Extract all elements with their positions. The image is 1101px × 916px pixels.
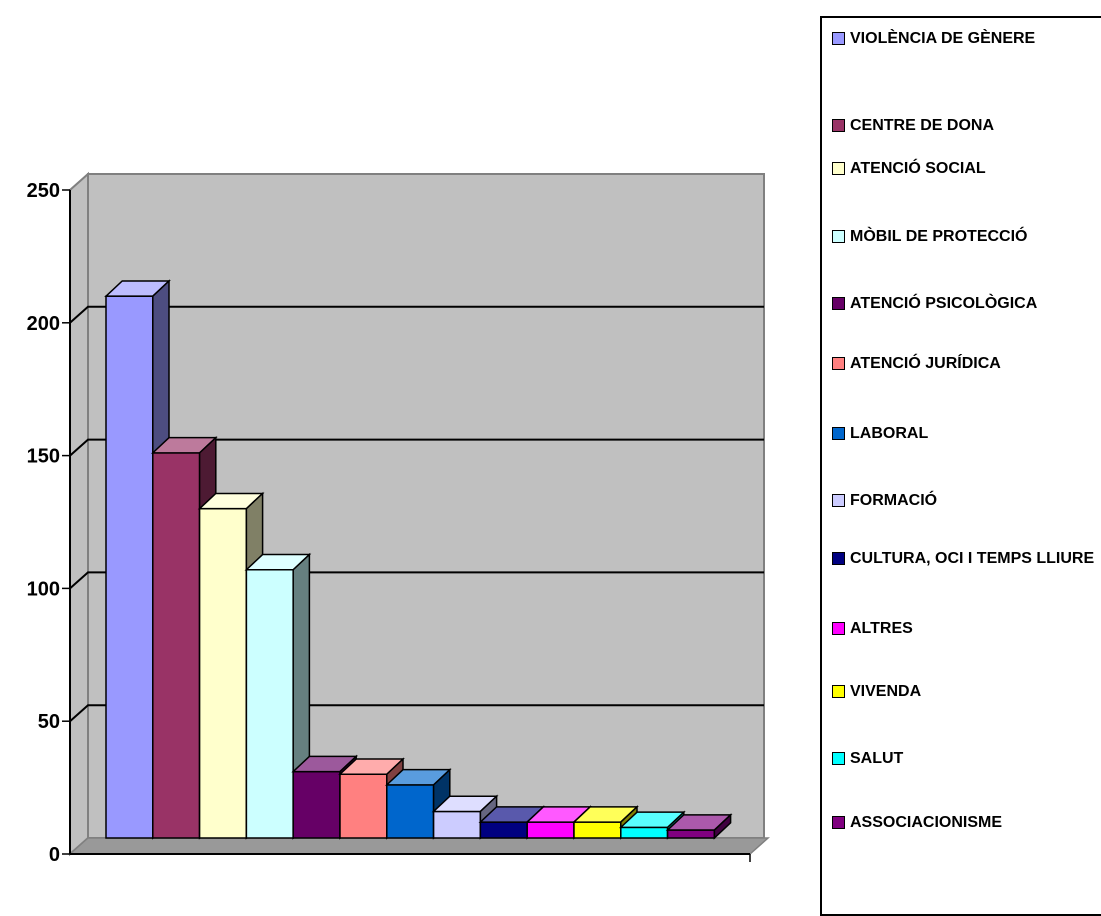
legend-label: ATENCIÓ SOCIAL xyxy=(850,160,986,177)
legend-item: SALUT xyxy=(832,749,1100,769)
legend-item: VIVENDA xyxy=(832,682,1100,702)
legend-item: ATENCIÓ PSICOLÒGICA xyxy=(832,294,1100,314)
legend-swatch xyxy=(832,494,845,507)
bar-front xyxy=(573,821,622,839)
legend-swatch xyxy=(832,357,845,370)
gridline xyxy=(69,305,764,324)
gridline xyxy=(69,704,764,722)
y-tick-label: 50 xyxy=(38,711,60,733)
y-tick-label: 150 xyxy=(27,446,60,468)
plot-area-floor xyxy=(68,837,770,855)
y-tick-label: 250 xyxy=(27,180,60,202)
legend-item: ATENCIÓ SOCIAL xyxy=(832,159,1100,179)
chart-legend: VIOLÈNCIA DE GÈNERE CENTRE DE DONA ATENCIÓ… xyxy=(820,16,1101,916)
gridline xyxy=(69,438,764,457)
legend-item: MÒBIL DE PROTECCIÓ xyxy=(832,227,1100,247)
legend-swatch xyxy=(832,816,845,829)
legend-swatch xyxy=(832,427,845,440)
legend-swatch xyxy=(832,32,845,45)
legend-swatch xyxy=(832,162,845,175)
plot-area-side-wall xyxy=(69,171,89,857)
legend-swatch xyxy=(832,119,845,132)
legend-item: LABORAL xyxy=(832,424,1100,444)
bar-front xyxy=(526,821,575,839)
bar-associacionisme xyxy=(665,813,733,840)
legend-swatch xyxy=(832,685,845,698)
legend-label: CENTRE DE DONA xyxy=(850,117,995,134)
legend-item: VIOLÈNCIA DE GÈNERE xyxy=(832,29,1100,49)
legend-swatch xyxy=(832,622,845,635)
bar-front xyxy=(292,770,341,839)
legend-item: ASSOCIACIONISME xyxy=(832,813,1100,833)
bar-front xyxy=(105,295,154,839)
legend-item: FORMACIÓ xyxy=(832,491,1100,511)
bar-side xyxy=(713,813,732,840)
legend-swatch xyxy=(832,297,845,310)
legend-label: ATENCIÓ PSICOLÒGICA xyxy=(850,295,1038,312)
legend-label: VIOLÈNCIA DE GÈNERE xyxy=(850,30,1036,47)
bar-front xyxy=(479,821,528,839)
legend-item: CENTRE DE DONA xyxy=(832,116,1100,136)
bar-front xyxy=(620,826,669,839)
legend-swatch xyxy=(832,552,845,565)
legend-swatch xyxy=(832,752,845,765)
legend-label: MÒBIL DE PROTECCIÓ xyxy=(850,228,1028,245)
bar-m-bil-de-protecci- xyxy=(244,552,312,840)
bar-front xyxy=(666,829,716,839)
legend-label: SALUT xyxy=(850,750,904,767)
legend-label: LABORAL xyxy=(850,425,929,442)
legend-label: ASSOCIACIONISME xyxy=(850,814,1003,831)
y-tick-label: 200 xyxy=(27,313,60,335)
y-tick-label: 100 xyxy=(27,578,60,600)
bar-front xyxy=(245,568,294,839)
bar-front xyxy=(386,784,435,839)
y-tick-label: 0 xyxy=(49,844,60,865)
legend-label: FORMACIÓ xyxy=(850,492,938,509)
legend-item: ATENCIÓ JURÍDICA xyxy=(832,354,1100,374)
legend-item: CULTURA, OCI I TEMPS LLIURE xyxy=(832,549,1100,569)
legend-item: ALTRES xyxy=(832,619,1100,639)
legend-label: CULTURA, OCI I TEMPS LLIURE xyxy=(850,550,1095,567)
legend-label: ATENCIÓ JURÍDICA xyxy=(850,355,1001,372)
bar-front xyxy=(432,810,482,839)
legend-swatch xyxy=(832,230,845,243)
bar-front xyxy=(152,452,201,839)
legend-label: VIVENDA xyxy=(850,683,922,700)
gridline xyxy=(69,571,764,590)
bar-chart: 0 50 100 150 200 250 xyxy=(27,171,770,865)
bar-front xyxy=(339,773,388,839)
bar-front xyxy=(198,507,248,839)
legend-label: ALTRES xyxy=(850,620,913,637)
